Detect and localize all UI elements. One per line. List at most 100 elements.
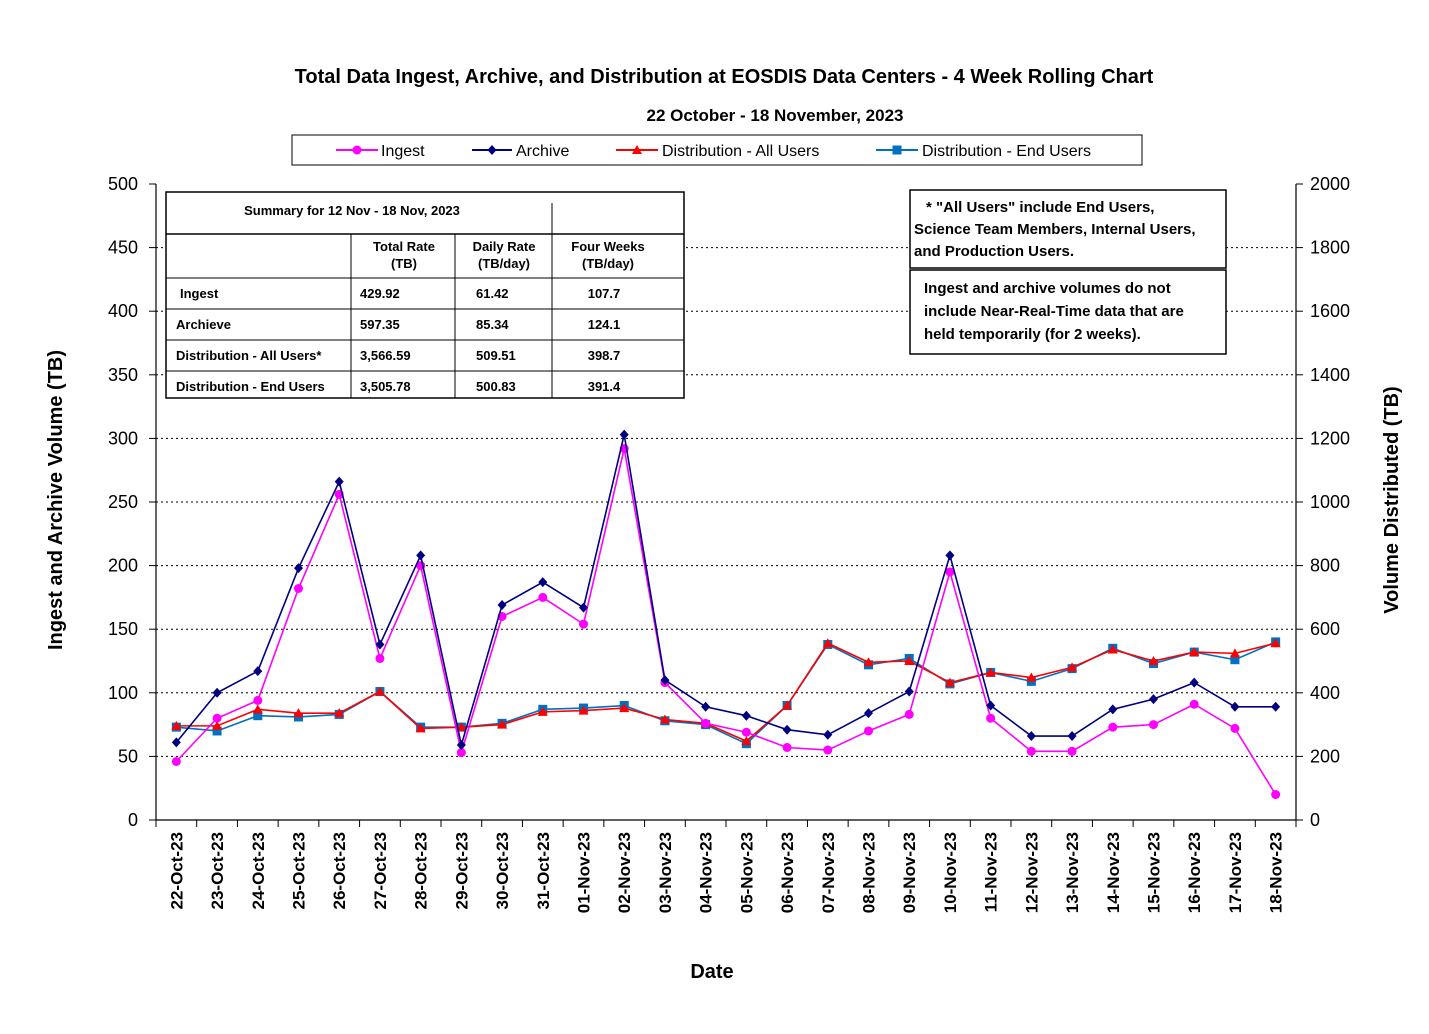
series-ingest [171, 444, 1281, 800]
point-distribution-all-users [944, 677, 955, 687]
axes: 0 50 100 150 200 250 300 350 400 450 500 0 200 400 600… [108, 174, 1350, 913]
x-tick-label: 02-Nov-23 [615, 832, 634, 913]
point-ingest [904, 709, 914, 719]
y2-tick-label: 600 [1310, 619, 1340, 639]
summary-table-border [165, 191, 685, 399]
point-ingest [782, 742, 792, 752]
point-ingest [986, 713, 996, 723]
table-row-label: Distribution - All Users* [176, 348, 322, 363]
point-archive [497, 600, 507, 611]
point-archive [171, 737, 181, 748]
point-archive [660, 675, 670, 686]
x-tick-label: 11-Nov-23 [982, 832, 1001, 912]
point-ingest [579, 619, 588, 629]
summary-title: Summary for 12 Nov - 18 Nov, 2023 [244, 203, 460, 218]
point-distribution-all-users [171, 720, 182, 730]
point-ingest [1026, 746, 1036, 756]
point-distribution-all-users [741, 736, 752, 746]
x-tick-label: 08-Nov-23 [860, 832, 879, 913]
table-row-label: Distribution - End Users [176, 379, 325, 394]
point-ingest [171, 756, 181, 766]
table-cell-daily: 500.83 [476, 379, 516, 394]
point-distribution-end-users [212, 726, 222, 736]
point-ingest [1149, 720, 1158, 730]
point-distribution-end-users [253, 711, 263, 721]
point-ingest [456, 748, 466, 758]
y2-tick-label: 800 [1310, 556, 1340, 576]
legend-label: Archive [516, 143, 569, 160]
point-distribution-all-users [212, 720, 223, 730]
note-line: include Near-Real-Time data that are [924, 303, 1184, 320]
point-ingest [1067, 746, 1077, 756]
point-distribution-all-users [1067, 662, 1078, 672]
point-distribution-all-users [863, 657, 874, 667]
point-distribution-all-users [293, 708, 304, 718]
point-distribution-all-users [374, 686, 385, 696]
chart-title: Total Data Ingest, Archive, and Distribu… [295, 66, 1154, 88]
legend-marker [892, 145, 902, 155]
point-ingest [212, 713, 222, 723]
series-layer [171, 429, 1281, 800]
legend-marker [632, 145, 642, 154]
y2-tick-label: 1600 [1310, 301, 1350, 321]
point-ingest [741, 727, 751, 737]
point-ingest [1189, 699, 1199, 709]
point-archive [294, 563, 303, 574]
point-ingest [1271, 790, 1281, 800]
point-archive [1108, 704, 1118, 715]
legend-item-ingest: Ingest [336, 143, 425, 160]
table-header: Four Weeks [571, 239, 644, 254]
y2-tick-label: 1200 [1310, 428, 1350, 448]
point-archive [904, 686, 914, 697]
table-cell-daily: 509.51 [476, 348, 516, 363]
x-tick-label: 09-Nov-23 [900, 832, 919, 913]
point-archive [782, 724, 792, 735]
point-archive [986, 700, 996, 711]
y2-tick-label: 400 [1310, 683, 1340, 703]
table-cell-total: 597.35 [360, 317, 400, 332]
point-distribution-all-users [497, 719, 508, 729]
point-distribution-all-users [1270, 638, 1281, 648]
legend-marker [352, 145, 362, 155]
point-ingest [375, 653, 385, 663]
y-axis-title: Ingest and Archive Volume (TB) [45, 350, 67, 650]
point-archive [1149, 694, 1158, 705]
y-tick-label: 50 [118, 746, 138, 766]
table-cell-total: 3,505.78 [360, 379, 411, 394]
table-cell-four-weeks: 124.1 [588, 317, 621, 332]
point-archive [456, 739, 466, 750]
x-tick-label: 10-Nov-23 [941, 832, 960, 913]
point-archive [1026, 731, 1036, 742]
point-ingest [538, 592, 548, 602]
y2-tick-label: 1000 [1310, 492, 1350, 512]
point-distribution-all-users [985, 667, 996, 677]
table-header: Total Rate [373, 239, 435, 254]
point-distribution-all-users [782, 700, 793, 710]
y-tick-label: 200 [108, 556, 138, 576]
note-line: Ingest and archive volumes do not [924, 280, 1171, 297]
point-archive [1189, 677, 1199, 688]
x-tick-label: 22-Oct-23 [167, 832, 186, 909]
y-tick-label: 300 [108, 428, 138, 448]
table-row-label: Archieve [176, 317, 231, 332]
x-tick-label: 30-Oct-23 [493, 832, 512, 909]
point-ingest [294, 583, 303, 593]
point-distribution-all-users [456, 722, 467, 732]
note-line: and Production Users. [914, 243, 1074, 260]
point-ingest [253, 695, 263, 705]
x-tick-label: 14-Nov-23 [1104, 832, 1123, 913]
note-box [909, 269, 1227, 355]
legend-item-distribution-end-users: Distribution - End Users [876, 143, 1091, 160]
point-archive [945, 550, 955, 561]
point-distribution-all-users [904, 656, 915, 665]
point-archive [741, 710, 751, 721]
point-archive [1230, 701, 1240, 712]
point-ingest [701, 718, 711, 728]
y2-tick-label: 1800 [1310, 238, 1350, 258]
point-distribution-all-users [578, 705, 589, 715]
y-tick-label: 0 [128, 810, 138, 830]
legend-item-distribution-all-users: Distribution - All Users [616, 143, 819, 160]
point-distribution-end-users [1230, 655, 1240, 665]
y-tick-label: 150 [108, 619, 138, 639]
